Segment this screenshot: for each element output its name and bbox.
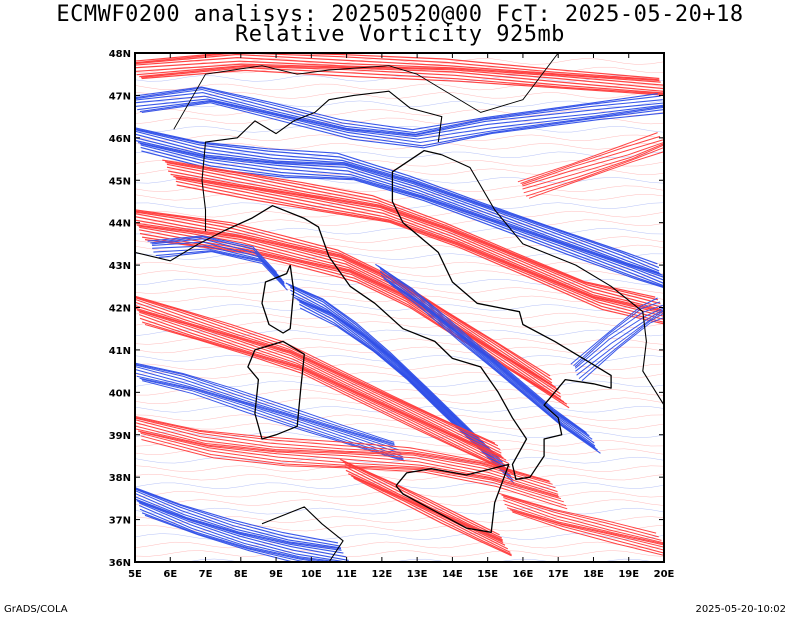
background-contour: [135, 75, 664, 82]
plot-background: [135, 53, 664, 562]
lon-tick-label: 17E: [548, 569, 569, 580]
lon-tick-label: 11E: [336, 569, 357, 580]
negative-vorticity-band: [135, 487, 350, 562]
background-contour: [135, 304, 664, 311]
lat-tick-label: 39N: [109, 431, 131, 442]
positive-vorticity-band: [162, 159, 664, 325]
background-contour: [135, 541, 664, 549]
lon-tick-label: 19E: [618, 569, 639, 580]
lat-tick-label: 40N: [109, 388, 131, 399]
lat-tick-label: 38N: [109, 473, 131, 484]
balkan-coastline: [441, 154, 664, 406]
background-contour: [135, 253, 664, 260]
background-contour: [135, 380, 664, 388]
background-contour: [135, 160, 664, 167]
footer-credit: GrADS/COLA: [4, 604, 68, 615]
lat-tick-label: 37N: [109, 516, 131, 527]
negative-vorticity-band: [135, 86, 664, 149]
positive-vorticity-band: [517, 132, 664, 199]
negative-vorticity-band: [375, 263, 601, 454]
background-contour: [135, 261, 664, 269]
lon-tick-label: 8E: [234, 569, 248, 580]
lat-tick-label: 46N: [109, 134, 131, 145]
france-coastline: [135, 230, 224, 262]
northern-border: [201, 90, 443, 232]
positive-vorticity-band: [339, 458, 512, 557]
vorticity-contours: [135, 53, 664, 562]
lat-tick-label: 44N: [109, 219, 131, 230]
positive-vorticity-band: [135, 53, 664, 96]
lat-tick-label: 41N: [109, 346, 131, 357]
sardinia-coastline: [247, 340, 305, 440]
lon-tick-label: 13E: [407, 569, 428, 580]
lon-tick-label: 18E: [583, 569, 604, 580]
background-contour: [135, 372, 664, 379]
tunisia-coastline: [261, 506, 344, 562]
lat-tick-label: 48N: [109, 49, 131, 60]
lat-tick-label: 43N: [109, 261, 131, 272]
lon-tick-label: 15E: [477, 569, 498, 580]
coastlines: [135, 53, 664, 562]
footer-timestamp: 2025-05-20-10:02: [695, 604, 786, 615]
negative-vorticity-band: [135, 362, 405, 462]
lon-tick-label: 16E: [513, 569, 534, 580]
lon-tick-label: 9E: [269, 569, 283, 580]
background-contour: [135, 185, 664, 192]
sicily-coastline: [395, 463, 510, 533]
background-contour: [135, 465, 664, 472]
background-contour: [135, 482, 664, 489]
background-contour: [135, 439, 664, 447]
positive-vorticity-band: [498, 492, 664, 556]
background-contour: [135, 219, 664, 226]
corsica-coastline: [261, 264, 295, 334]
longitude-axis: 5E 6E 7E 8E 9E 10E 11E 12E 13E 14E 15E 16E 17E 18E 19E…: [128, 53, 675, 580]
background-contour: [135, 456, 664, 464]
lon-tick-label: 14E: [442, 569, 463, 580]
background-contour: [135, 168, 664, 176]
lon-tick-label: 6E: [163, 569, 177, 580]
background-contour: [135, 473, 664, 481]
background-contour: [135, 126, 664, 133]
lon-tick-label: 5E: [128, 569, 142, 580]
background-contour: [135, 550, 664, 557]
background-contour: [135, 109, 664, 116]
background-contour: [135, 499, 664, 506]
positive-vorticity-band: [135, 295, 515, 475]
background-contour: [135, 295, 664, 303]
background-contour: [135, 134, 664, 142]
lat-tick-label: 47N: [109, 91, 131, 102]
background-contour: [135, 312, 664, 320]
map-subtitle: Relative Vorticity 925mb: [235, 22, 565, 47]
italy-coastline: [222, 149, 612, 480]
positive-vorticity-band: [135, 209, 570, 409]
lat-tick-label: 42N: [109, 304, 131, 315]
inland-borders: [173, 53, 559, 130]
background-contour: [135, 236, 664, 243]
lon-tick-label: 10E: [301, 569, 322, 580]
negative-vorticity-band: [570, 297, 664, 382]
map-title: ECMWF0200 analisys: 20250520@00 FcT: 202…: [56, 2, 744, 27]
lon-tick-label: 7E: [199, 569, 213, 580]
background-contour: [135, 270, 664, 277]
background-contour: [135, 423, 664, 430]
lon-tick-label: 20E: [654, 569, 675, 580]
lat-tick-label: 45N: [109, 176, 131, 187]
latitude-axis: 36N 37N 38N 39N 40N 41N 42N 43N 44N 45N 46N 47N 48N: [109, 49, 664, 569]
background-contour: [135, 92, 664, 99]
lat-tick-label: 36N: [109, 558, 131, 569]
lon-tick-label: 12E: [371, 569, 392, 580]
